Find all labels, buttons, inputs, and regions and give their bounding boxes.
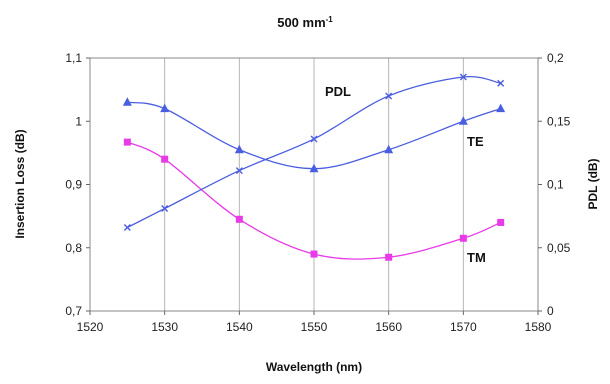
data-point-tm [497,218,505,226]
x-tick-label: 1530 [151,320,178,334]
left-y-tick-label: 1 [75,114,82,128]
right-y-axis-label: PDL (dB) [586,158,600,209]
data-point-te [384,144,394,154]
data-point-tm [161,155,169,163]
left-y-axis-label: Insertion Loss (dB) [13,129,27,238]
data-point-pdl [161,205,169,213]
right-y-axis-ticks: 0 0,05 0,1 0,15 0,2 [538,51,571,318]
series-layer [122,73,506,261]
data-point-te [458,116,468,125]
right-y-tick-label: 0 [547,304,554,318]
x-tick-label: 1520 [77,320,104,334]
data-point-te [496,103,506,113]
right-y-tick-label: 0,05 [547,241,571,255]
x-tick-label: 1540 [226,320,253,334]
series-label-pdl: PDL [325,84,351,99]
data-point-pdl [123,224,131,232]
x-tick-label: 1580 [525,320,552,334]
left-y-tick-label: 0,9 [65,178,82,192]
data-point-tm [385,253,393,261]
series-label-te: TE [467,134,484,149]
chart-title: 500 mm-1 [277,15,333,30]
left-y-tick-label: 0,7 [65,304,82,318]
x-tick-label: 1570 [450,320,477,334]
series-label-tm: TM [467,250,486,265]
x-tick-label: 1560 [375,320,402,334]
left-y-tick-label: 1,1 [65,51,82,65]
x-axis-label: Wavelength (nm) [266,360,362,374]
x-tick-label: 1550 [301,320,328,334]
right-y-tick-label: 0,2 [547,51,564,65]
data-point-tm [235,215,243,223]
data-point-pdl [235,167,243,175]
gridlines [164,58,464,311]
data-point-pdl [310,135,318,143]
data-point-pdl [385,92,393,100]
left-y-axis-ticks: 0,7 0,8 0,9 1 1,1 [65,51,90,318]
data-point-te [234,144,244,154]
data-point-te [160,103,170,113]
data-point-te [309,163,319,173]
data-point-tm [310,250,318,258]
data-point-tm [459,234,467,242]
data-point-pdl [497,79,505,87]
data-point-tm [123,138,131,146]
right-y-tick-label: 0,1 [547,178,564,192]
left-y-tick-label: 0,8 [65,241,82,255]
right-y-tick-label: 0,15 [547,114,571,128]
data-point-te [122,97,132,106]
x-axis-ticks: 1520 1530 1540 1550 1560 1570 1580 [77,311,552,334]
data-point-pdl [459,73,467,81]
